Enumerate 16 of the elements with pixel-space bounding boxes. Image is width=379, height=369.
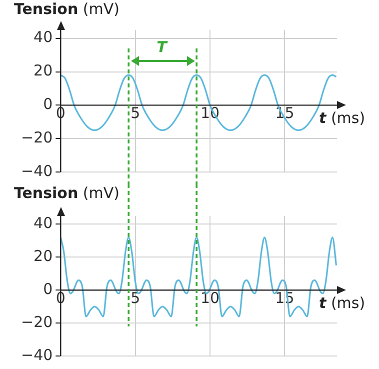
x-tick-label: 5 <box>130 289 140 308</box>
annotation: T <box>156 38 167 56</box>
y-tick-label: −20 <box>21 312 53 331</box>
y-tick-label: −40 <box>21 162 53 180</box>
x-tick-label: 10 <box>200 289 220 308</box>
y-tick-label: 20 <box>34 247 53 266</box>
y-tick-label: 40 <box>34 28 53 46</box>
y-tick-label: 40 <box>34 214 53 232</box>
y-tick-label: −40 <box>21 346 53 364</box>
x-axis-title: t (ms) <box>319 109 366 128</box>
x-axis-title: t (ms) <box>319 294 366 312</box>
y-tick-label: 20 <box>34 62 53 80</box>
x-tick-label: 5 <box>130 104 140 122</box>
y-axis-title: Tension (mV) <box>14 0 120 18</box>
y-tick-label: −20 <box>21 128 53 146</box>
y-axis-title: Tension (mV) <box>14 184 120 202</box>
